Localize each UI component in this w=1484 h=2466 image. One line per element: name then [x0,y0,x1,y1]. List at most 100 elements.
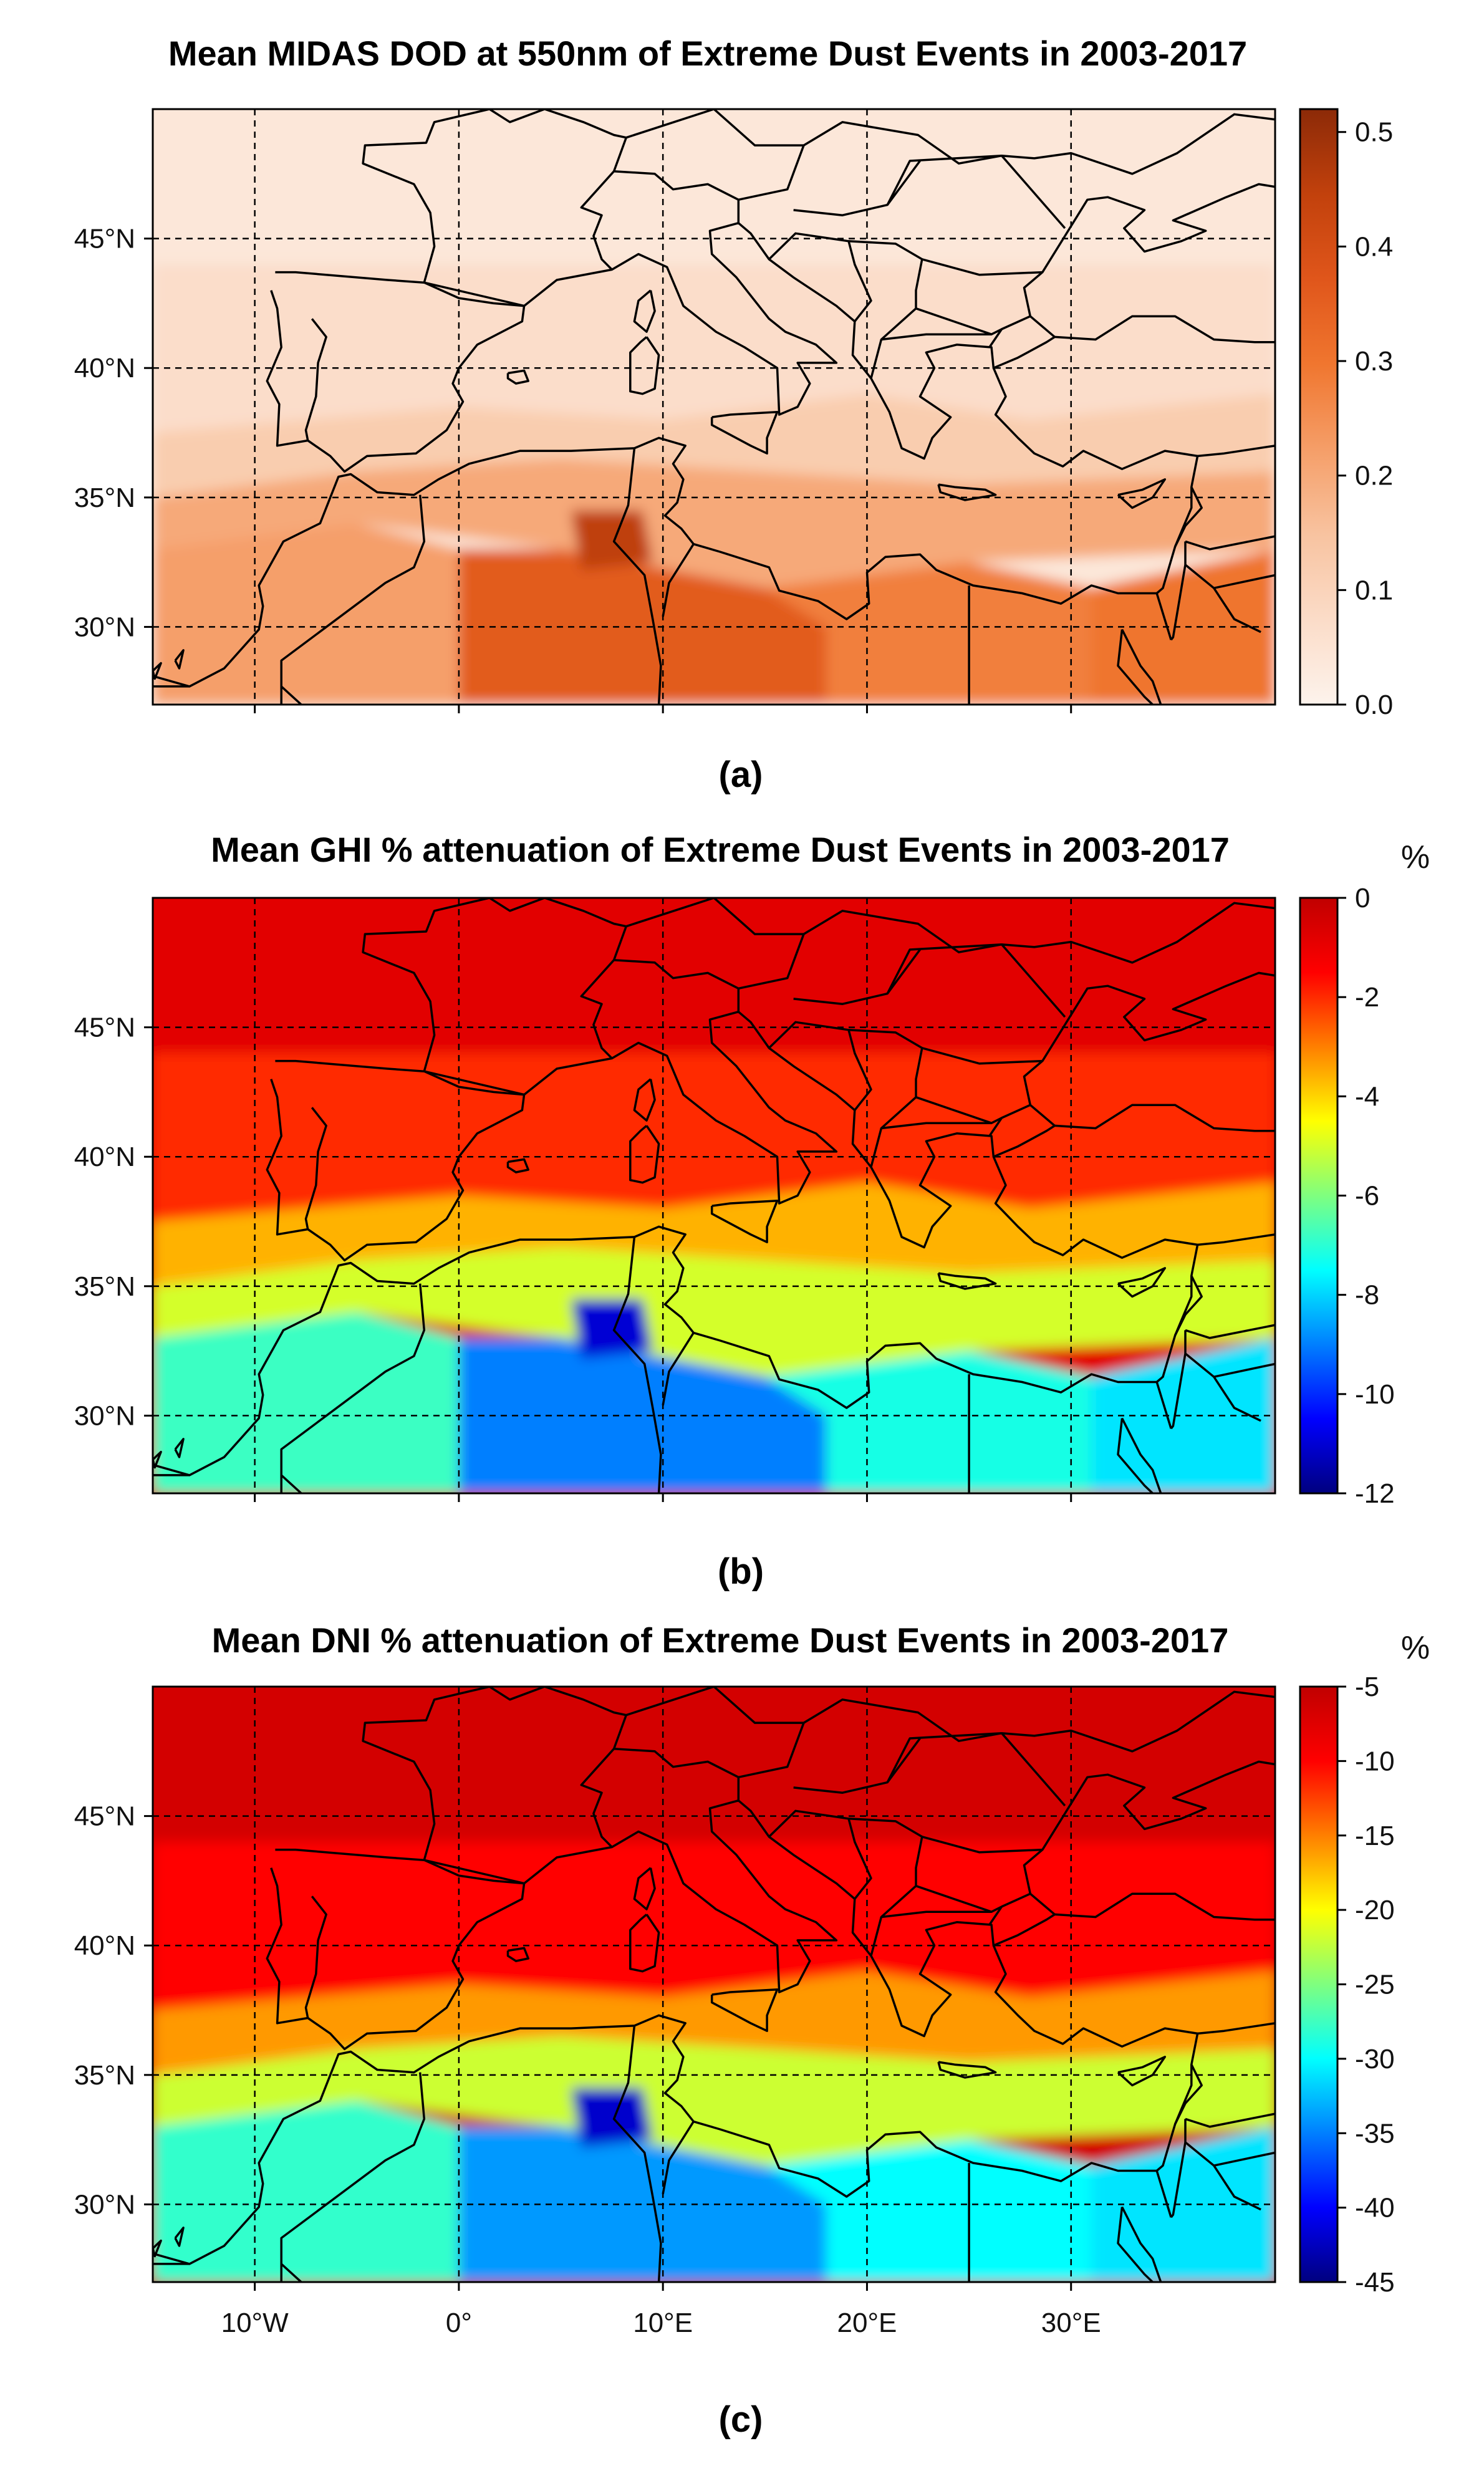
coastline-path [1185,2112,1275,2128]
coastline-path [612,1236,662,1493]
heat-region-sahara-central [458,2126,826,2282]
heat-region-sahara-east [764,1351,1092,1493]
lon-tick-label: 20°E [837,2308,897,2338]
lat-tick-label: 40°N [74,353,135,383]
coastline-path [506,369,529,385]
lon-tick-label: 0° [446,2308,472,2338]
coastline-path [633,1078,656,1122]
coastline-path [1184,564,1261,633]
coastline-path [1054,1892,1275,1921]
coastline-path [915,307,1031,335]
coastline-path [362,898,490,1072]
coastline-path [988,1117,1003,1137]
coastline-path [922,1047,1043,1065]
coastline-path [489,109,628,271]
coastline-path [280,494,426,705]
coastline-path [881,1910,992,1919]
coastline-path [153,662,162,680]
coastlines [153,109,1275,705]
coastline-path [738,1722,805,1779]
coastline-path [1064,971,1275,1042]
heat-region-south-med-sea [153,458,1275,589]
coastline-path [793,948,921,1005]
coastline-path [614,958,740,1012]
coastline-path [1185,535,1275,551]
coastline-path [937,1272,997,1290]
panel-c-unit: % [1401,1630,1430,1666]
colorbar-tick-label: 0.3 [1355,346,1393,377]
coastline-path [1170,541,1187,641]
coastline-path [1174,486,1203,547]
coastline-path [280,2072,426,2282]
colorbar-tick-label: -20 [1355,1895,1395,1925]
coastline-path [1155,2170,1172,2218]
coastline-path [1174,2064,1203,2125]
coastline-path [153,436,1157,688]
coastline-path [625,898,1275,964]
coastline-path [629,1914,660,1973]
panel-b-title: Mean GHI % attenuation of Extreme Dust E… [211,830,1230,869]
coastline-path [523,1010,1066,1249]
coastline-path [915,1885,1031,1913]
colorbar-tick-label: -10 [1355,1746,1395,1776]
coastline-path [1174,1275,1203,1336]
coastline-path [1197,1233,1275,1246]
heat-region-south-europe [153,1053,1275,1222]
heat-region-south-europe [153,1842,1275,2011]
heat-region-sahara-west [153,2101,459,2282]
coastline-path [881,333,992,341]
lat-tick-label: 30°N [74,1400,135,1431]
coastline-path [612,448,662,705]
coastline-path [266,271,526,473]
coastline-path [1185,1324,1275,1339]
colorbar-ramp [1299,897,1339,1495]
heat-region-levant [1091,1337,1275,1493]
colorbar-tick-label: -30 [1355,2044,1395,2074]
lat-tick-label: 40°N [74,1930,135,1961]
heat-region-north-med-sea [153,1182,1275,1286]
lat-tick-label: 45°N [74,1013,135,1043]
panel-c: Mean DNI % attenuation of Extreme Dust E… [74,1621,1430,2440]
heat-region-sahara-east [764,2139,1092,2282]
coastline-path [1170,1330,1187,1430]
heat-region-sahara-west [153,523,459,705]
panel-a-title: Mean MIDAS DOD at 550nm of Extreme Dust … [168,34,1247,73]
coastline-path [625,109,1275,175]
heat-region-tunisia-hotspot [571,510,653,571]
panel-a-colorbar: 0.0 0.1 0.2 0.3 0.4 0.5 [1299,108,1393,720]
panel-b: Mean GHI % attenuation of Extreme Dust E… [74,830,1430,1592]
colorbar-tick-label: -45 [1355,2267,1395,2298]
coastline-path [988,328,1003,348]
lat-tick-label: 35°N [74,1271,135,1302]
coastline-path [1170,2119,1187,2218]
panel-a-map: 45°N 40°N 35°N 30°N [74,108,1276,713]
coastline-path [1054,315,1275,344]
coastline-path [174,1438,185,1458]
coastline-path [1064,1760,1275,1831]
coastline-path [625,1687,1275,1753]
heat-region-north-med-sea [153,393,1275,498]
panel-b-map: 45°N 40°N 35°N 30°N [74,897,1276,1502]
map-frame [152,1685,1276,2283]
coastline-path [1117,2207,1154,2282]
heat-region-south-med-sea [153,1247,1275,1377]
coastline-path [153,2239,162,2258]
coastline-path [633,289,656,333]
coastline-path [423,1070,524,1096]
colorbar-tick-label: -10 [1355,1379,1395,1410]
lon-tick-label: 10°E [633,2308,693,2338]
coastline-path [174,2227,185,2247]
coastline-path [1184,1352,1261,1422]
panel-a-caption: (a) [719,754,763,795]
colorbar-ramp [1299,1685,1339,2283]
coastline-path [614,1747,740,1801]
coastline-path [886,943,1066,1018]
coastline-path [1155,1381,1172,1429]
heat-region-tunisia-hotspot [571,2088,653,2148]
colorbar-tick-label: -2 [1355,982,1379,1013]
coastline-path [1120,629,1162,705]
coastline-path [1117,1267,1167,1298]
coastline-path [738,145,805,201]
colorbar-tick-label: -4 [1355,1081,1379,1112]
